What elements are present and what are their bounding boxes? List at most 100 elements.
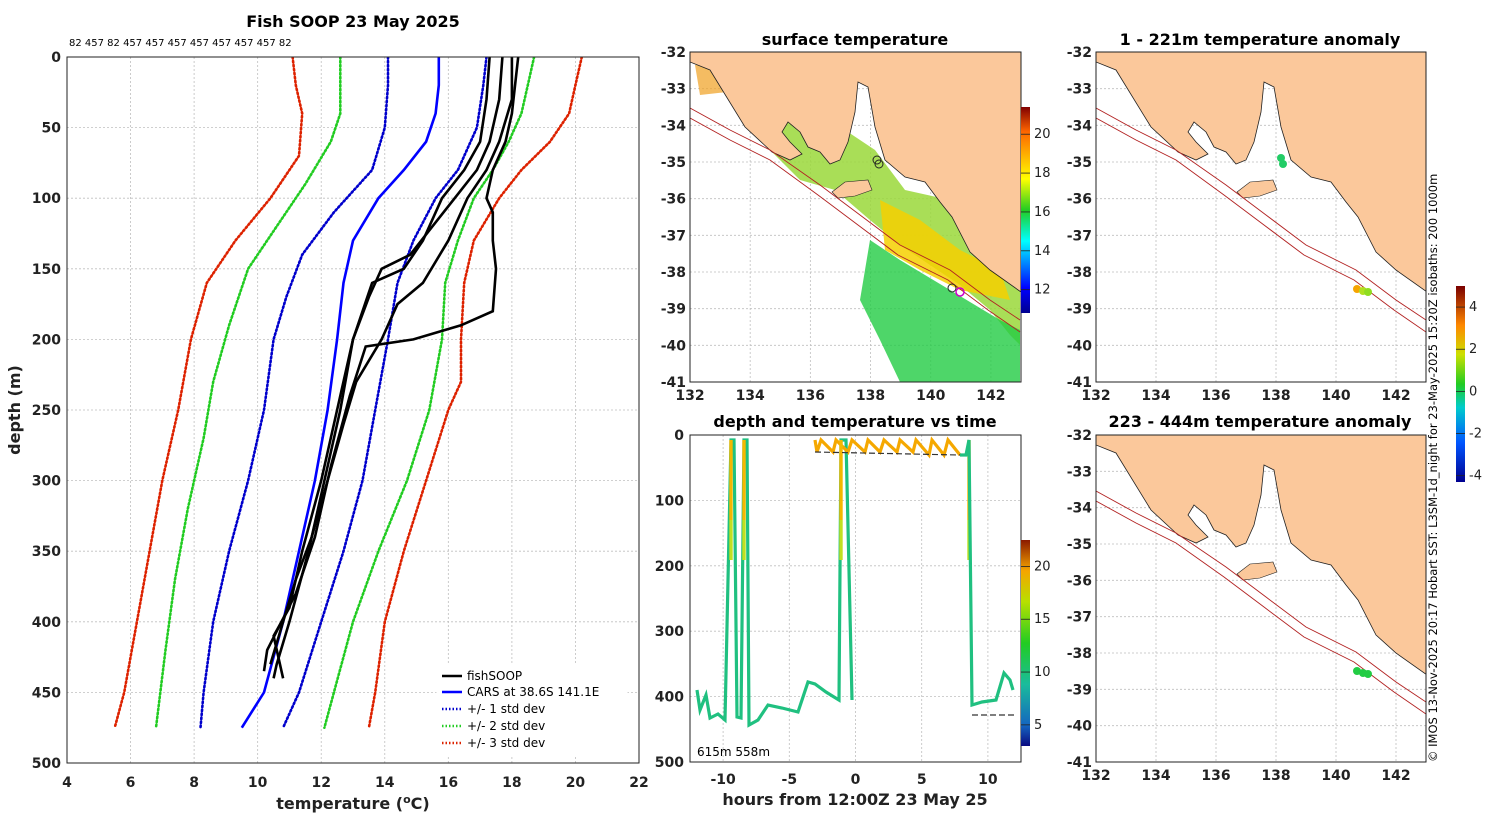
map-lat-label: -37 xyxy=(1067,228,1092,244)
map-lat-label: -33 xyxy=(1067,464,1092,480)
depth-trace-b xyxy=(960,439,1015,708)
isobath-200m xyxy=(1096,107,1426,321)
profile-xtick-label: 16 xyxy=(439,775,458,791)
profile-xtick-label: 8 xyxy=(189,775,199,791)
map-lat-label: -36 xyxy=(1067,192,1092,208)
depth-time-xlabel: hours from 12:00Z 23 May 25 xyxy=(722,790,987,809)
anomaly-deep-frame xyxy=(1095,434,1427,763)
map-lon-label: 132 xyxy=(1081,388,1110,404)
legend-label-std3: +/- 3 std dev xyxy=(467,736,545,750)
map-lon-label: 140 xyxy=(1321,388,1350,404)
sst-field-cool-band xyxy=(860,240,1020,382)
surface-map-content xyxy=(690,52,1021,382)
profile-ytick-label: 350 xyxy=(32,544,61,560)
time-xtick-label: -5 xyxy=(782,772,798,788)
profile-ytick-label: 150 xyxy=(32,262,61,278)
anomaly-deep-content xyxy=(1096,435,1426,762)
map-lon-label: 134 xyxy=(1141,768,1170,784)
legend-label-fishsoop: fishSOOP xyxy=(467,669,522,683)
time-ytick-label: 300 xyxy=(655,624,684,640)
colorbar-tick-label: 20 xyxy=(1034,559,1051,574)
map-lon-label: 132 xyxy=(675,388,704,404)
map-lat-label: -35 xyxy=(1067,537,1092,553)
station-marker xyxy=(874,159,884,169)
legend-label-std2: +/- 2 std dev xyxy=(467,719,545,733)
map-lat-label: -39 xyxy=(1067,302,1092,318)
sst-field-yellow xyxy=(880,200,1010,300)
map-lon-label: 142 xyxy=(1381,768,1410,784)
isobath-200m xyxy=(1096,490,1426,703)
map-lon-label: 138 xyxy=(1261,388,1290,404)
colorbar-tick-label: 16 xyxy=(1034,205,1051,220)
isobath-200m xyxy=(690,107,1021,321)
anomaly-deep-title: 223 - 444m temperature anomaly xyxy=(1109,412,1412,431)
map-lat-label: -33 xyxy=(661,82,686,98)
map-lat-label: -35 xyxy=(661,155,686,171)
profile-xtick-label: 12 xyxy=(311,775,330,791)
profile-panel: Fish SOOP 23 May 2025 82 457 82 457 457 … xyxy=(5,12,649,813)
profile-ytick-label: 100 xyxy=(32,191,61,207)
profile-ytick-label: 400 xyxy=(32,615,61,631)
profile-ytick-label: 0 xyxy=(51,50,61,66)
colorbar-tick-label: 15 xyxy=(1034,612,1051,627)
colorbar-tick-label: 10 xyxy=(1034,665,1051,680)
anomaly-shallow-ticks: 132 134 136 138 140 142 -32 -33 -34 -35 -36 -37 -38 -… xyxy=(1067,45,1411,404)
profile-xtick-label: 14 xyxy=(375,775,395,791)
profile-series--3-std xyxy=(367,57,584,729)
profile-xtick-label: 4 xyxy=(62,775,72,791)
map-lat-label: -34 xyxy=(661,118,687,134)
time-colorbar-ticks: 5 10 15 20 xyxy=(1021,559,1051,733)
time-xtick-label: -10 xyxy=(710,772,736,788)
depth-time-title: depth and temperature vs time xyxy=(713,412,996,431)
map-lat-label: -39 xyxy=(1067,682,1092,698)
profile-top-count-labels: 82 457 82 457 457 457 457 457 457 457 82 xyxy=(69,38,292,49)
map-lon-label: 132 xyxy=(1081,768,1110,784)
map-lat-label: -33 xyxy=(1067,82,1092,98)
map-lon-label: 140 xyxy=(1321,768,1350,784)
profile-ytick-label: 500 xyxy=(32,756,61,772)
time-ytick-label: 500 xyxy=(655,755,684,771)
descent-mid xyxy=(729,520,971,560)
colorbar-tick-label: -2 xyxy=(1469,427,1482,442)
profile-series--1-std xyxy=(199,57,390,729)
australia-landmass xyxy=(1096,435,1426,675)
profile-series--2-std xyxy=(323,57,536,729)
legend-box xyxy=(436,663,628,757)
map-lon-label: 138 xyxy=(1261,768,1290,784)
time-xtick-label: 5 xyxy=(917,772,927,788)
colorbar-tick-label: 14 xyxy=(1034,244,1051,259)
profile-ytick-label: 250 xyxy=(32,403,61,419)
map-lat-label: -38 xyxy=(1067,265,1092,281)
depth-trace-shallow xyxy=(813,436,962,459)
colorbar-tick-label: 20 xyxy=(1034,127,1051,142)
time-colorbar xyxy=(1021,540,1030,746)
time-xtick-label: 0 xyxy=(851,772,861,788)
kangaroo-island xyxy=(1236,179,1278,199)
time-ytick-label: 100 xyxy=(655,493,684,509)
colorbar-tick-label: 2 xyxy=(1469,342,1477,357)
profile-series-fishsoop-d xyxy=(269,57,514,665)
map-lon-label: 136 xyxy=(1201,768,1230,784)
profile-series-cars xyxy=(240,57,441,729)
profile-series xyxy=(113,57,584,729)
profile-series--1-std xyxy=(281,57,488,729)
profile-xtick-label: 20 xyxy=(566,775,586,791)
depth-time-annotation: 615m 558m xyxy=(697,745,770,759)
depth-temperature-time-panel: depth and temperature vs time -10 -5 0 5 100… xyxy=(655,412,1051,809)
legend-label-std1: +/- 1 std dev xyxy=(467,702,545,716)
profile-xtick-label: 6 xyxy=(126,775,136,791)
profile-legend: fishSOOP CARS at 38.6S 141.1E +/- 1 std … xyxy=(436,663,628,757)
time-ytick-label: 200 xyxy=(655,559,684,575)
profile-ytick-label: 450 xyxy=(32,685,61,701)
map-lon-label: 136 xyxy=(796,388,825,404)
time-ytick-label: 0 xyxy=(674,428,684,444)
map-lon-label: 142 xyxy=(1381,388,1410,404)
surface-temperature-title: surface temperature xyxy=(762,30,949,49)
map-lon-label: 136 xyxy=(1201,388,1230,404)
profile-ytick-label: 300 xyxy=(32,474,61,490)
map-lat-label: -41 xyxy=(1067,375,1092,391)
colorbar-tick-label: -4 xyxy=(1469,469,1482,484)
map-lat-label: -39 xyxy=(661,302,686,318)
profile-xtick-label: 22 xyxy=(629,775,648,791)
